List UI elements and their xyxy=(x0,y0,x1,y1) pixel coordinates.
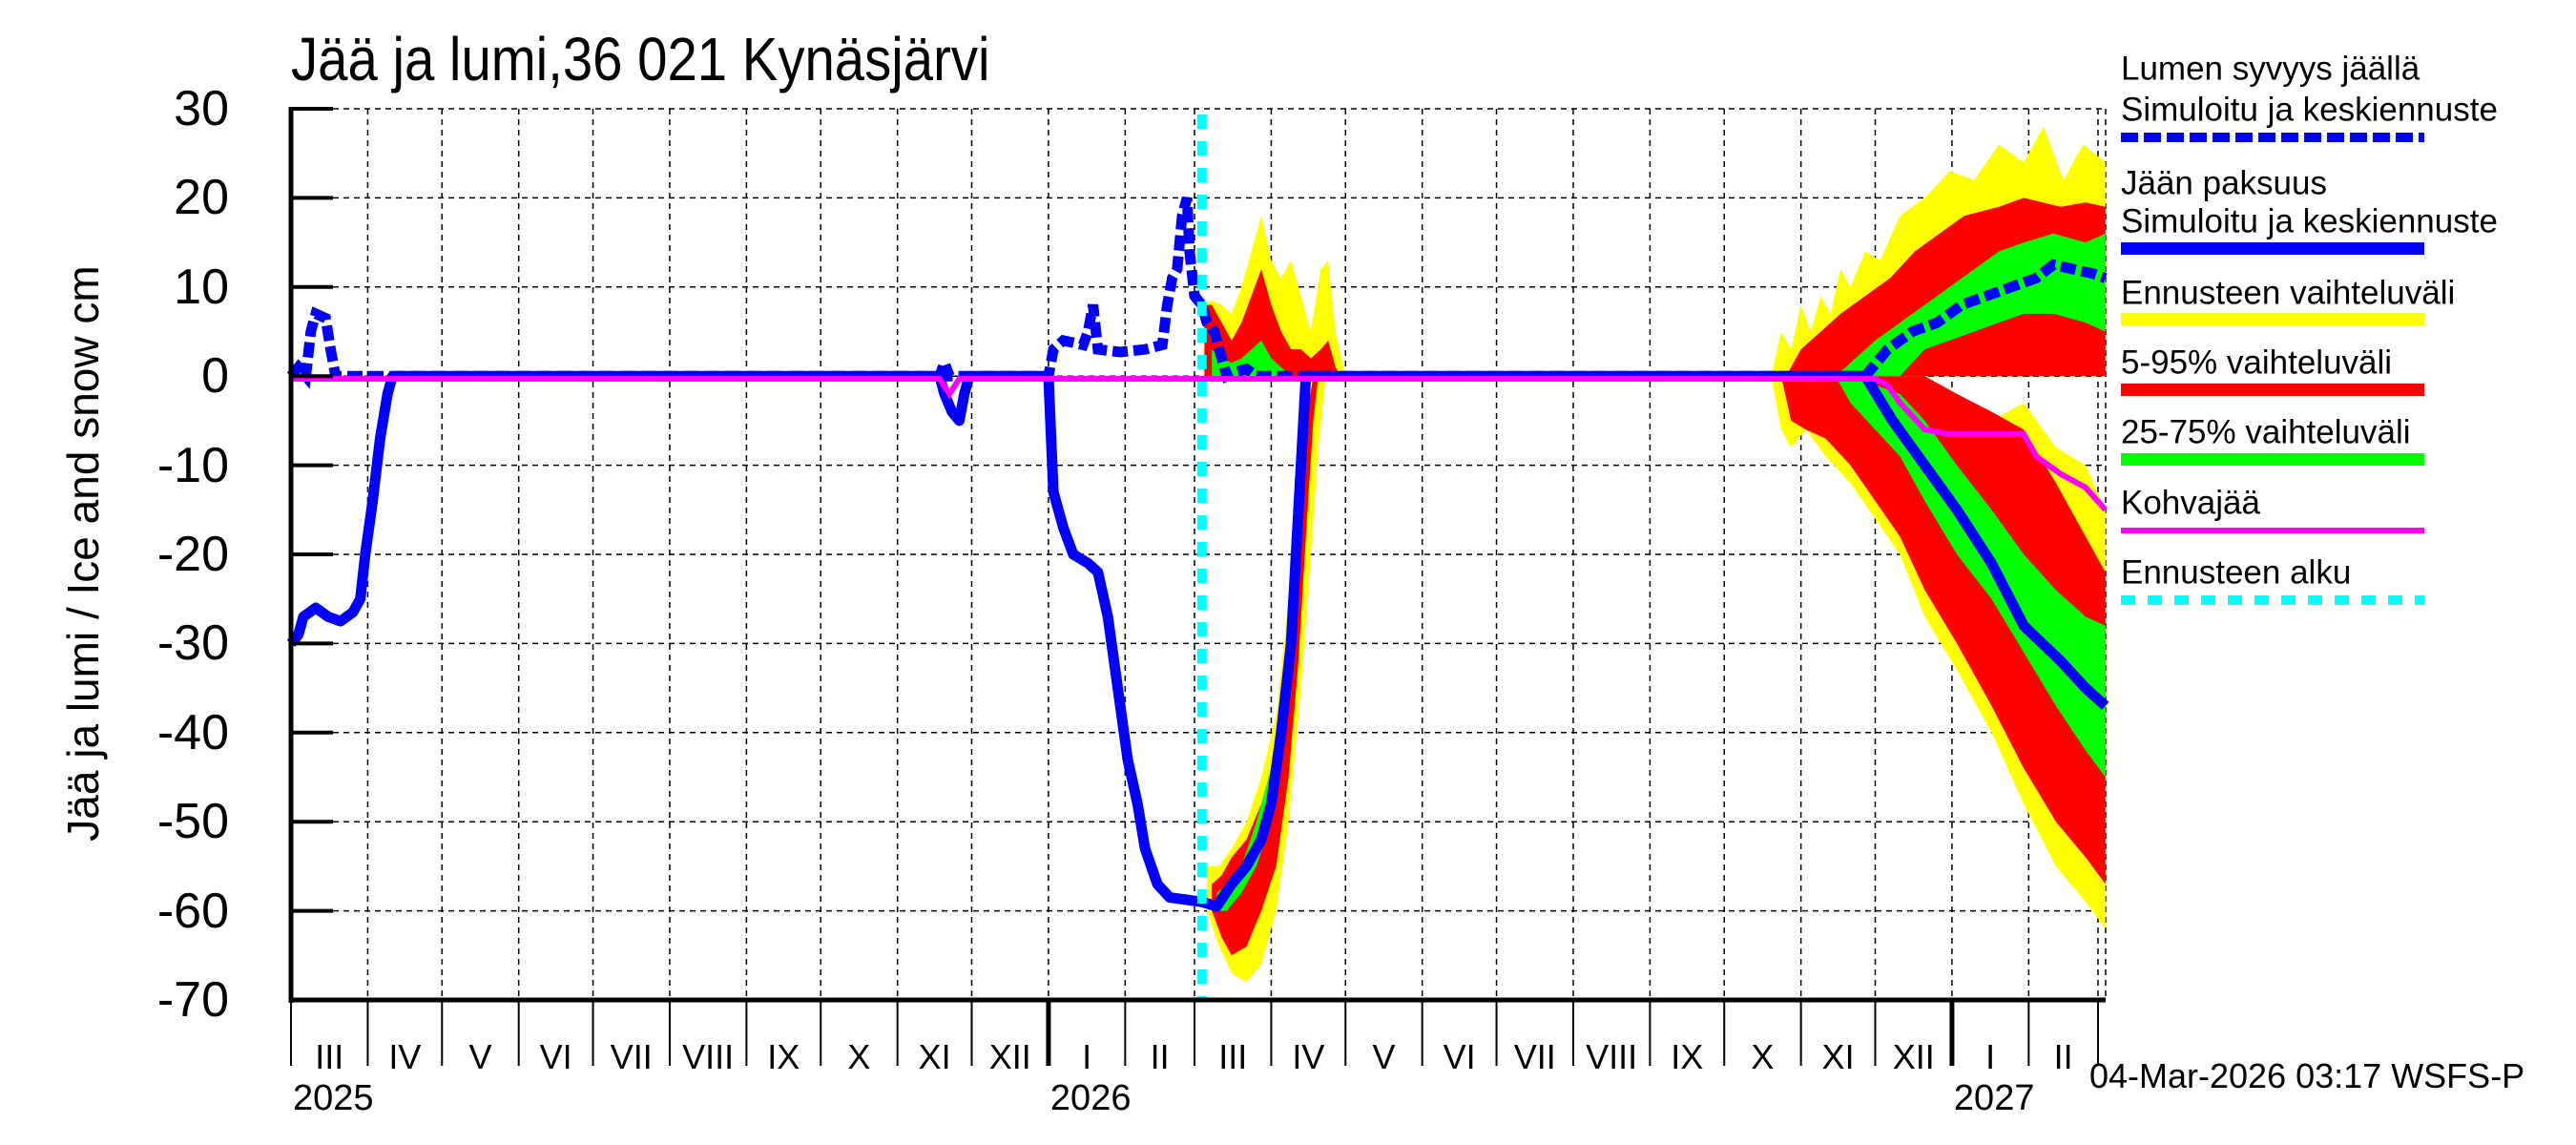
month-label: IX xyxy=(767,1037,800,1076)
forecast-band-p25_75 xyxy=(1835,376,2106,778)
month-label: XI xyxy=(918,1037,951,1076)
month-label: XII xyxy=(1892,1037,1935,1076)
y-tick-label: 30 xyxy=(174,81,229,136)
data-lines xyxy=(286,114,2109,1000)
year-label: 2026 xyxy=(1049,1078,1132,1118)
month-label: IV xyxy=(388,1037,422,1076)
legend-25-75-swatch xyxy=(2121,453,2424,466)
legend-5-95-swatch xyxy=(2121,384,2424,396)
month-label: V xyxy=(468,1037,492,1076)
snow-depth-line xyxy=(286,196,2108,389)
y-tick-label: -40 xyxy=(156,704,229,760)
legend-5-95-label: 5-95% vaihteluväli xyxy=(2121,344,2393,382)
legend-ice-swatch xyxy=(2121,242,2424,255)
legend-snow-label-1: Lumen syvyys jäällä xyxy=(2121,50,2420,88)
month-label: VIII xyxy=(1586,1037,1638,1076)
y-tick-label: -50 xyxy=(156,794,229,850)
y-tick-label: 20 xyxy=(174,170,229,226)
legend-full-range-swatch xyxy=(2121,313,2424,325)
month-label: I xyxy=(1985,1037,1996,1076)
month-label: V xyxy=(1372,1037,1396,1076)
month-label: X xyxy=(847,1037,871,1076)
month-label: III xyxy=(1218,1037,1248,1076)
y-tick-label: -10 xyxy=(156,437,229,493)
month-label: II xyxy=(1150,1037,1170,1076)
y-tick-label: -20 xyxy=(156,527,229,582)
month-label: VI xyxy=(1443,1037,1476,1076)
slush-ice-line xyxy=(291,376,2109,512)
y-tick-label: -70 xyxy=(156,972,229,1028)
forecast-bands xyxy=(1204,126,2106,983)
month-label: X xyxy=(1751,1037,1775,1076)
axes xyxy=(288,107,2106,1066)
month-label: II xyxy=(2053,1037,2073,1076)
legend-ice-label-2: Simuloitu ja keskiennuste xyxy=(2121,202,2498,240)
forecast-band-p5_95 xyxy=(1780,376,2106,885)
month-label: VIII xyxy=(682,1037,735,1076)
timestamp: 04-Mar-2026 03:17 WSFS-P xyxy=(2089,1056,2525,1095)
y-axis-label: Jää ja lumi / Ice and snow cm xyxy=(58,265,108,842)
month-label: IV xyxy=(1292,1037,1325,1076)
legend-slush-ice-label: Kohvajää xyxy=(2121,484,2260,522)
legend-25-75-label: 25-75% vaihteluväli xyxy=(2121,413,2411,451)
y-tick-label: 0 xyxy=(201,348,229,405)
year-label: 2027 xyxy=(1953,1078,2035,1118)
month-label: VII xyxy=(1513,1037,1556,1076)
legend-swatches xyxy=(2121,133,2424,605)
chart-title: Jää ja lumi,36 021 Kynäsjärvi xyxy=(291,25,990,94)
legend-forecast-start-label: Ennusteen alku xyxy=(2121,553,2352,592)
y-tick-label: -30 xyxy=(156,615,229,672)
y-tick-label: -60 xyxy=(156,883,229,939)
month-label: VI xyxy=(539,1037,572,1076)
month-label: III xyxy=(315,1037,344,1076)
month-label: VII xyxy=(610,1037,653,1076)
year-label: 2025 xyxy=(293,1078,374,1118)
forecast-band-p25_75 xyxy=(1212,340,1292,377)
month-label: XII xyxy=(988,1037,1031,1076)
month-label: XI xyxy=(1821,1037,1855,1076)
legend-ice-label-1: Jään paksuus xyxy=(2121,164,2327,202)
legend-snow-label-2: Simuloitu ja keskiennuste xyxy=(2121,91,2498,129)
y-tick-label: 10 xyxy=(174,259,229,315)
month-label: IX xyxy=(1671,1037,1704,1076)
month-label: I xyxy=(1082,1037,1092,1076)
forecast-band-p5_95 xyxy=(1204,269,1341,377)
legend-slush-ice-swatch xyxy=(2121,528,2424,533)
legend-full-range-label: Ennusteen vaihteluväli xyxy=(2121,274,2456,312)
